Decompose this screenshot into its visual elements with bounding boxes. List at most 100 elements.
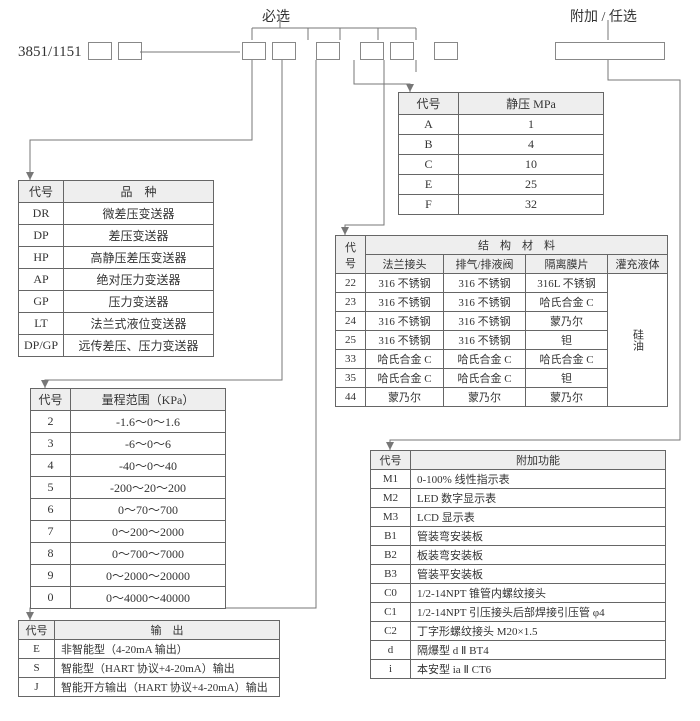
optional-box (555, 42, 665, 60)
table-cell: 哈氏合金 C (366, 369, 444, 388)
table-cell-value: 0～4000～40000 (71, 587, 226, 609)
table-cell-value: 0～700～7000 (71, 543, 226, 565)
material-table: 代号 结 构 材 料 法兰接头 排气/排液阀 隔离膜片 灌充液体 22316 不… (335, 235, 668, 407)
table-cell-value: 0～2000～20000 (71, 565, 226, 587)
table-cell-value: 25 (459, 175, 604, 195)
table-cell: 蒙乃尔 (366, 388, 444, 407)
table-cell-value: 32 (459, 195, 604, 215)
table-cell-code: DP/GP (19, 335, 64, 357)
table-cell: 蒙乃尔 (526, 388, 608, 407)
model-number: 3851/1151 (18, 44, 82, 61)
table-cell: 316 不锈钢 (366, 312, 444, 331)
table-cell-value: 智能型（HART 协议+4-20mA）输出 (55, 659, 280, 678)
table-cell-code: DP (19, 225, 64, 247)
table-cell-code: DR (19, 203, 64, 225)
range-table: 代号 量程范围（KPa） 2-1.6～0～1.63-6～0～64-40～0～40… (30, 388, 226, 609)
staticp-hdr-code: 代号 (399, 93, 459, 115)
table-cell-code: C2 (371, 622, 411, 641)
addon-hdr-code: 代号 (371, 451, 411, 470)
type-hdr-code: 代号 (19, 181, 64, 203)
table-cell-code: B (399, 135, 459, 155)
table-cell-value: 管装弯安装板 (411, 527, 666, 546)
table-cell: 24 (336, 312, 366, 331)
table-cell-code: 6 (31, 499, 71, 521)
table-cell-value: 0-100% 线性指示表 (411, 470, 666, 489)
output-hdr-val: 输 出 (55, 621, 280, 640)
table-cell: 哈氏合金 C (366, 350, 444, 369)
req-box-5 (390, 42, 414, 60)
req-box-2 (272, 42, 296, 60)
table-cell: 316 不锈钢 (366, 331, 444, 350)
table-cell-code: AP (19, 269, 64, 291)
output-hdr-code: 代号 (19, 621, 55, 640)
table-cell-code: E (19, 640, 55, 659)
table-cell: 哈氏合金 C (526, 293, 608, 312)
table-cell-code: C (399, 155, 459, 175)
table-cell-code: C0 (371, 584, 411, 603)
material-fill-liquid: 硅油 (608, 274, 668, 407)
table-cell-code: F (399, 195, 459, 215)
req-box-4 (360, 42, 384, 60)
table-cell-code: i (371, 660, 411, 679)
table-cell-value: 1/2-14NPT 引压接头后部焊接引压管 φ4 (411, 603, 666, 622)
table-cell: 33 (336, 350, 366, 369)
table-cell-value: LED 数字显示表 (411, 489, 666, 508)
material-col-3: 隔离膜片 (526, 255, 608, 274)
req-box-1 (242, 42, 266, 60)
material-hdr-code: 代号 (336, 236, 366, 274)
req-box-3 (316, 42, 340, 60)
table-cell: 35 (336, 369, 366, 388)
table-cell-code: B1 (371, 527, 411, 546)
table-cell-value: 0～70～700 (71, 499, 226, 521)
table-cell-code: LT (19, 313, 64, 335)
table-cell-code: J (19, 678, 55, 697)
table-cell-code: M1 (371, 470, 411, 489)
table-cell: 蒙乃尔 (444, 388, 526, 407)
table-cell-value: -6～0～6 (71, 433, 226, 455)
table-cell: 316 不锈钢 (366, 293, 444, 312)
table-cell-value: 远传差压、压力变送器 (64, 335, 214, 357)
table-cell-value: 智能开方输出（HART 协议+4-20mA）输出 (55, 678, 280, 697)
table-cell-code: C1 (371, 603, 411, 622)
table-cell-value: 隔爆型 d Ⅱ BT4 (411, 641, 666, 660)
table-cell-value: 板装弯安装板 (411, 546, 666, 565)
model-box-2 (118, 42, 142, 60)
table-cell-value: LCD 显示表 (411, 508, 666, 527)
table-cell-code: B3 (371, 565, 411, 584)
table-cell-code: 9 (31, 565, 71, 587)
table-cell-value: -1.6～0～1.6 (71, 411, 226, 433)
table-cell-value: 丁字形螺纹接头 M20×1.5 (411, 622, 666, 641)
table-cell-value: 压力变送器 (64, 291, 214, 313)
table-cell-code: d (371, 641, 411, 660)
table-cell: 蒙乃尔 (526, 312, 608, 331)
table-cell-value: 10 (459, 155, 604, 175)
table-cell-code: 8 (31, 543, 71, 565)
table-cell-code: HP (19, 247, 64, 269)
staticp-hdr-val: 静压 MPa (459, 93, 604, 115)
table-cell: 316 不锈钢 (366, 274, 444, 293)
type-table: 代号 品 种 DR微差压变送器DP差压变送器HP高静压差压变送器AP绝对压力变送… (18, 180, 214, 357)
output-table: 代号 输 出 E非智能型（4-20mA 输出）S智能型（HART 协议+4-20… (18, 620, 280, 697)
table-cell-value: 非智能型（4-20mA 输出） (55, 640, 280, 659)
table-cell-code: 4 (31, 455, 71, 477)
table-cell-code: 5 (31, 477, 71, 499)
table-cell: 316 不锈钢 (444, 274, 526, 293)
table-cell: 316 不锈钢 (444, 331, 526, 350)
table-cell-code: A (399, 115, 459, 135)
table-cell-value: 绝对压力变送器 (64, 269, 214, 291)
table-cell-code: 3 (31, 433, 71, 455)
table-cell: 钽 (526, 331, 608, 350)
material-col-1: 法兰接头 (366, 255, 444, 274)
table-cell: 316 不锈钢 (444, 293, 526, 312)
table-cell: 23 (336, 293, 366, 312)
table-cell: 316L 不锈钢 (526, 274, 608, 293)
required-boxes (242, 42, 458, 60)
table-cell-value: 微差压变送器 (64, 203, 214, 225)
table-cell: 25 (336, 331, 366, 350)
table-cell-value: 1/2-14NPT 锥管内螺纹接头 (411, 584, 666, 603)
range-hdr-code: 代号 (31, 389, 71, 411)
header-optional: 附加 / 任选 (570, 6, 637, 26)
table-cell-code: 0 (31, 587, 71, 609)
table-cell-code: 7 (31, 521, 71, 543)
material-col-4: 灌充液体 (608, 255, 668, 274)
